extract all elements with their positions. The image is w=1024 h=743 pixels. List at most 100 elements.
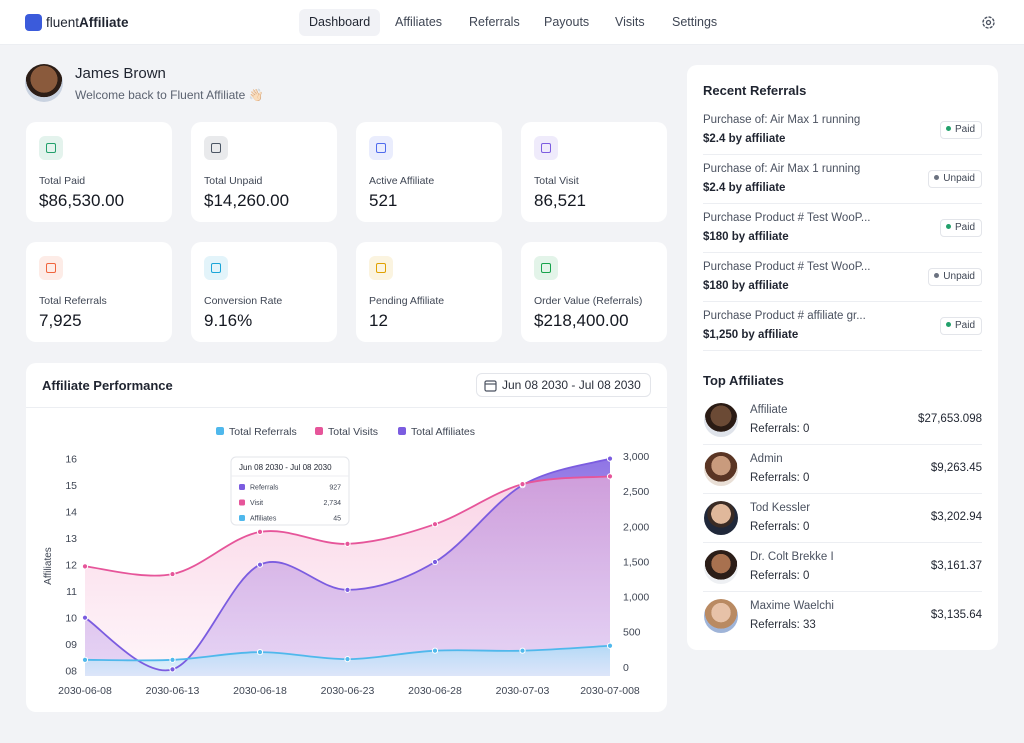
data-point bbox=[256, 649, 264, 656]
affiliate-referrals: Referrals: 0 bbox=[750, 472, 810, 484]
divider bbox=[26, 407, 667, 408]
affiliate-referrals: Referrals: 0 bbox=[750, 570, 810, 582]
affiliate-referrals: Referrals: 33 bbox=[750, 619, 816, 631]
stat-value: 9.16% bbox=[204, 311, 253, 330]
data-point bbox=[431, 558, 439, 566]
tooltip-label: Affiliates bbox=[250, 516, 277, 523]
performance-card: Affiliate Performance Jun 08 2030 - Jul … bbox=[26, 363, 667, 712]
affiliate-amount: $27,653.098 bbox=[918, 413, 982, 425]
legend-label: Total Referrals bbox=[229, 426, 297, 438]
date-picker[interactable]: Jun 08 2030 - Jul 08 2030 bbox=[476, 373, 651, 397]
x-tick-label: 2030-06-13 bbox=[146, 685, 200, 697]
stat-icon bbox=[204, 256, 228, 280]
y-tick-label: 10 bbox=[65, 613, 77, 625]
stat-icon bbox=[369, 136, 393, 160]
tooltip: Jun 08 2030 - Jul 08 2030 Referrals 927 Vis… bbox=[230, 456, 350, 526]
date-range: Jun 08 2030 - Jul 08 2030 bbox=[502, 378, 641, 392]
status-text: Paid bbox=[954, 124, 975, 135]
referral-title: Purchase of: Air Max 1 running bbox=[703, 114, 861, 126]
stat-card: Total Paid $86,530.00 bbox=[26, 122, 172, 222]
x-tick-label: 2030-06-18 bbox=[233, 685, 287, 697]
status-dot bbox=[945, 126, 951, 131]
divider bbox=[703, 350, 982, 351]
stat-label: Total Paid bbox=[39, 175, 86, 187]
affiliate-avatar bbox=[704, 452, 738, 486]
data-point bbox=[81, 614, 89, 621]
status-pill: Unpaid bbox=[928, 268, 982, 286]
referral-amount: $1,250 by affiliate bbox=[703, 329, 799, 341]
affiliate-referrals: Referrals: 0 bbox=[750, 423, 810, 435]
stat-icon bbox=[534, 136, 558, 160]
stat-value: 86,521 bbox=[534, 191, 586, 210]
affiliate-name: Dr. Colt Brekke I bbox=[750, 551, 834, 563]
stat-card: Total Referrals 7,925 bbox=[26, 242, 172, 342]
user-name: James Brown bbox=[75, 65, 166, 82]
y-tick-label: 08 bbox=[65, 666, 77, 678]
stat-label: Active Affiliate bbox=[369, 175, 435, 187]
referral-title: Purchase Product # Test WooP... bbox=[703, 212, 871, 224]
logo[interactable] bbox=[25, 14, 42, 31]
affiliate-name: Affiliate bbox=[750, 404, 788, 416]
affiliate-name: Tod Kessler bbox=[750, 502, 811, 514]
referral-amount: $180 by affiliate bbox=[703, 231, 789, 243]
welcome-text: Welcome back to Fluent Affiliate 👋🏻 bbox=[75, 88, 264, 102]
stat-value: 7,925 bbox=[39, 311, 82, 330]
legend-swatch bbox=[398, 427, 406, 435]
data-point bbox=[344, 656, 351, 663]
referral-title: Purchase Product # Test WooP... bbox=[703, 261, 871, 273]
y-axis-label: Affiliates bbox=[43, 547, 54, 585]
data-point bbox=[519, 647, 526, 654]
top-affiliates-title: Top Affiliates bbox=[703, 373, 784, 388]
brand-bold: Affiliate bbox=[79, 15, 129, 30]
stat-label: Pending Affiliate bbox=[369, 295, 445, 307]
divider bbox=[703, 493, 982, 494]
stat-icon bbox=[39, 136, 63, 160]
affiliate-amount: $3,161.37 bbox=[930, 560, 982, 572]
legend-label: Total Visits bbox=[328, 426, 378, 438]
tooltip-title: Jun 08 2030 - Jul 08 2030 bbox=[239, 463, 332, 472]
nav-item[interactable]: Settings bbox=[672, 15, 718, 29]
affiliate-referrals: Referrals: 0 bbox=[750, 521, 810, 533]
data-point bbox=[256, 561, 264, 568]
nav-item[interactable]: Visits bbox=[615, 15, 645, 29]
y-tick-label: 16 bbox=[65, 454, 77, 466]
status-dot bbox=[934, 175, 940, 180]
y2-tick-label: 1,000 bbox=[623, 592, 649, 604]
data-point bbox=[344, 540, 351, 547]
data-point bbox=[81, 563, 89, 570]
divider bbox=[703, 252, 982, 253]
status-pill: Paid bbox=[939, 317, 982, 335]
status-text: Unpaid bbox=[943, 173, 975, 184]
referral-title: Purchase Product # affiliate gr... bbox=[703, 310, 866, 322]
y-tick-label: 11 bbox=[66, 586, 77, 598]
data-point bbox=[519, 481, 526, 488]
x-tick-label: 2030-06-08 bbox=[58, 685, 112, 697]
affiliate-avatar bbox=[704, 403, 738, 437]
divider bbox=[703, 203, 982, 204]
stat-card: Total Visit 86,521 bbox=[521, 122, 667, 222]
stat-icon-glyph bbox=[376, 143, 386, 153]
nav-item[interactable]: Dashboard bbox=[299, 9, 381, 36]
settings-gear[interactable] bbox=[980, 14, 997, 31]
divider bbox=[703, 444, 982, 445]
tooltip-swatch bbox=[239, 484, 245, 490]
data-point bbox=[344, 586, 351, 593]
data-point bbox=[431, 647, 439, 654]
status-dot bbox=[934, 273, 940, 278]
affiliate-avatar bbox=[704, 501, 738, 535]
stat-icon-glyph bbox=[541, 263, 551, 273]
calendar-icon bbox=[484, 380, 497, 392]
stat-value: $218,400.00 bbox=[534, 311, 629, 330]
recent-referrals-title: Recent Referrals bbox=[703, 83, 807, 98]
y-tick-label: 13 bbox=[65, 533, 77, 545]
affiliate-avatar bbox=[704, 550, 738, 584]
divider bbox=[703, 154, 982, 155]
referral-amount: $2.4 by affiliate bbox=[703, 182, 786, 194]
nav-item[interactable]: Referrals bbox=[469, 15, 520, 29]
x-tick-label: 2030-06-28 bbox=[408, 685, 462, 697]
y-tick-label: 09 bbox=[65, 639, 77, 651]
nav-item[interactable]: Affiliates bbox=[395, 15, 443, 29]
nav-item[interactable]: Payouts bbox=[544, 15, 590, 29]
